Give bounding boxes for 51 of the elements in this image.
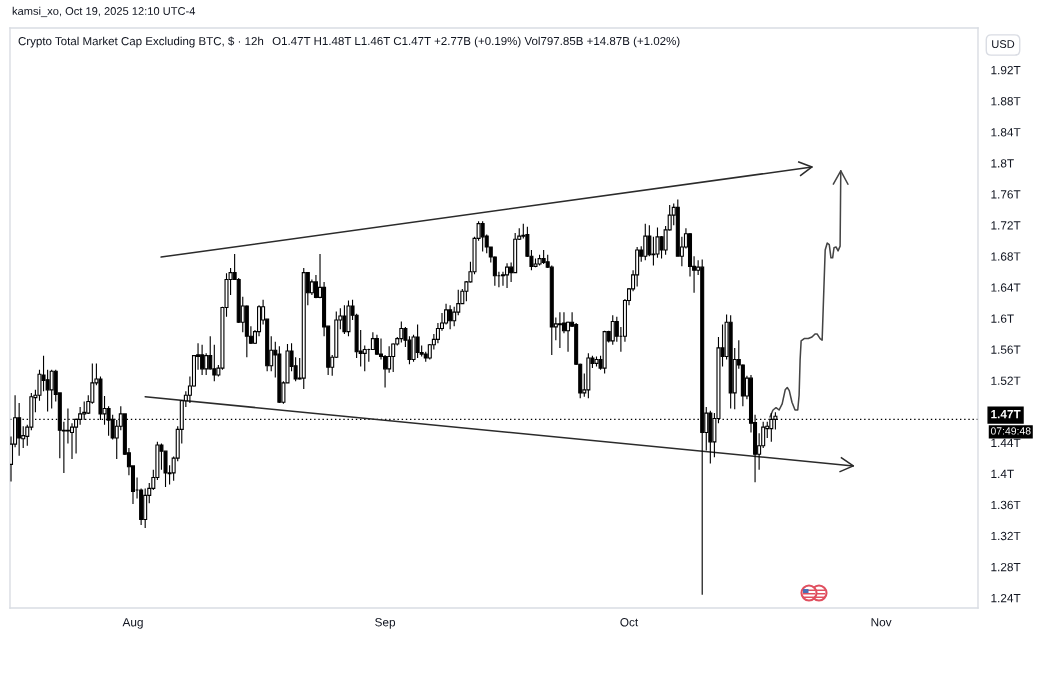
text: 07:49:48: [990, 427, 1031, 435]
y-tick-label: 1.72T: [991, 221, 1021, 230]
y-tick-label: 1.28T: [991, 562, 1021, 572]
candlestick: [277, 345, 282, 404]
ref-line-label: 1.47T: [991, 410, 1021, 419]
x-tick-label: Sep: [375, 618, 396, 629]
candlestick: [537, 254, 542, 267]
candlestick: [49, 369, 54, 410]
text: Crypto Total Market Cap Excluding BTC, $ · 12h: [18, 36, 264, 48]
candlestick: [399, 320, 404, 344]
candlestick: [541, 249, 546, 265]
candlestick: [643, 223, 648, 261]
y-tick-label: 1.76T: [991, 190, 1021, 199]
x-tick-label: Nov: [871, 618, 892, 627]
y-tick-label: 1.32T: [991, 531, 1021, 541]
candlestick: [505, 262, 510, 289]
y-tick-label: 1.52T: [991, 376, 1021, 385]
text: kamsi_xo, Oct 19, 2025 12:10 UTC-4: [12, 6, 196, 18]
candlestick: [346, 299, 351, 337]
candlestick: [610, 314, 615, 346]
candlestick: [480, 220, 485, 253]
y-tick-label: 1.64T: [991, 283, 1021, 292]
text: O1.47T H1.48T L1.46T C1.47T +2.77B (+0.19%) Vol797.85B +14.87B (+1.02%): [272, 36, 680, 48]
x-tick-label: Aug: [122, 618, 143, 629]
candlestick: [728, 314, 733, 410]
candlestick: [415, 324, 420, 359]
text: USD: [992, 40, 1015, 48]
y-tick-label: 1.24T: [991, 593, 1021, 603]
y-tick-label: 1.44T: [991, 438, 1021, 447]
x-tick-label: Oct: [620, 618, 639, 627]
candlestick: [586, 352, 591, 399]
candlestick: [635, 246, 640, 288]
candlestick: [374, 334, 379, 356]
candlestick: [602, 330, 607, 375]
candlestick: [301, 267, 306, 390]
candlestick: [143, 487, 148, 529]
y-tick-label: 1.56T: [991, 345, 1021, 354]
y-tick-label: 1.84T: [991, 128, 1021, 137]
candlestick: [594, 355, 599, 368]
candlestick: [342, 304, 347, 335]
y-tick-label: 1.8T: [991, 159, 1014, 168]
candlestick: [708, 410, 713, 465]
y-tick-label: 1.92T: [991, 65, 1021, 75]
candlestick: [557, 311, 562, 349]
y-tick-label: 1.36T: [991, 500, 1021, 510]
candlestick: [448, 304, 453, 330]
y-tick-label: 1.6T: [991, 314, 1014, 323]
y-tick-label: 1.68T: [991, 252, 1021, 261]
y-tick-label: 1.4T: [991, 469, 1014, 478]
y-tick-label: 1.88T: [991, 97, 1021, 106]
candlestick: [200, 344, 205, 376]
